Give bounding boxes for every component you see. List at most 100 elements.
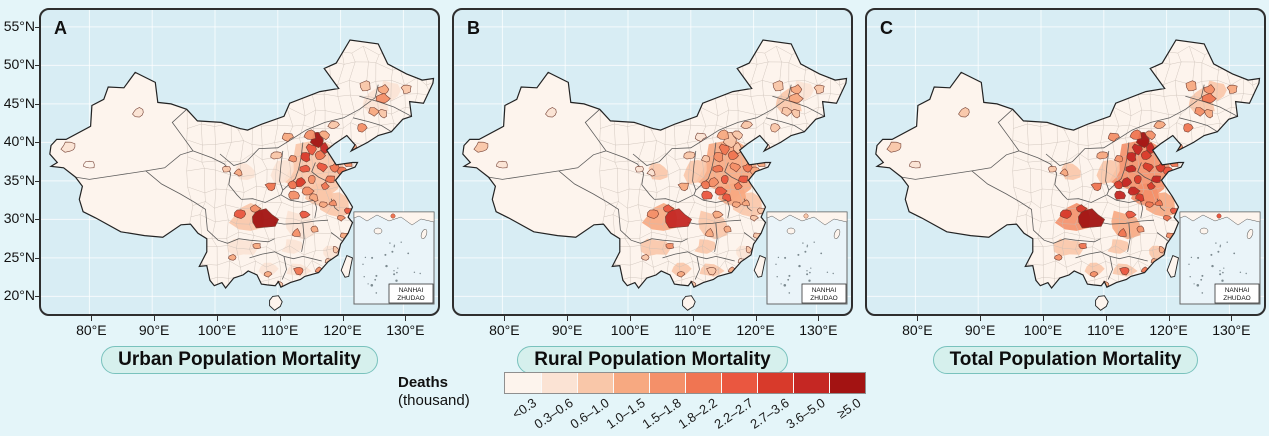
legend-title: Deaths (thousand) bbox=[398, 372, 494, 410]
x-tick bbox=[342, 316, 344, 321]
x-axis-label: 130°E bbox=[1212, 322, 1251, 338]
map-panel-urban: NANHAI ZHUDAO A bbox=[39, 8, 440, 316]
x-tick bbox=[405, 316, 407, 321]
x-axis-label: 90°E bbox=[964, 322, 996, 338]
x-axis-label: 110°E bbox=[674, 322, 712, 338]
x-tick bbox=[755, 316, 757, 321]
x-axis-labels-urban: 80°E 90°E 100°E 110°E 120°E 130°E bbox=[41, 316, 438, 342]
legend-swatch-bar bbox=[504, 372, 866, 394]
x-tick bbox=[980, 316, 982, 321]
x-tick bbox=[1042, 316, 1044, 321]
panel-title-rural: Rural Population Mortality bbox=[517, 346, 788, 374]
y-tick bbox=[35, 257, 40, 259]
legend-swatch bbox=[613, 373, 649, 393]
x-tick bbox=[567, 316, 569, 321]
x-tick bbox=[818, 316, 820, 321]
x-axis-label: 120°E bbox=[736, 322, 775, 338]
panel-title-urban: Urban Population Mortality bbox=[101, 346, 378, 374]
x-axis-label: 100°E bbox=[197, 322, 237, 338]
y-tick bbox=[35, 142, 40, 144]
x-axis-label: 90°E bbox=[138, 322, 170, 338]
x-axis-label: 120°E bbox=[323, 322, 362, 338]
x-axis-label: 110°E bbox=[261, 322, 299, 338]
x-axis-label: 90°E bbox=[551, 322, 583, 338]
legend-class-label: 2.7–3.6 bbox=[747, 395, 792, 432]
y-axis-label: 40°N bbox=[3, 133, 35, 150]
svg-text:NANHAI: NANHAI bbox=[1225, 287, 1250, 294]
legend-swatch bbox=[685, 373, 721, 393]
x-tick bbox=[216, 316, 218, 321]
legend-class-label: 0.6–1.0 bbox=[567, 395, 612, 432]
legend-swatch bbox=[649, 373, 685, 393]
legend-swatch bbox=[829, 373, 865, 393]
y-axis-label: 45°N bbox=[3, 94, 35, 111]
legend-swatch bbox=[505, 373, 541, 393]
y-axis-label: 20°N bbox=[3, 287, 35, 304]
x-tick bbox=[917, 316, 919, 321]
panel-letter-b: B bbox=[467, 18, 480, 38]
svg-text:ZHUDAO: ZHUDAO bbox=[397, 295, 424, 302]
legend-class-label: 3.6–5.0 bbox=[783, 395, 828, 432]
x-tick bbox=[692, 316, 694, 321]
x-axis-label: 120°E bbox=[1149, 322, 1188, 338]
y-axis-label: 55°N bbox=[3, 17, 35, 34]
x-axis-labels-total: 80°E 90°E 100°E 110°E 120°E 130°E bbox=[867, 316, 1264, 342]
legend-swatch bbox=[577, 373, 613, 393]
y-axis-label: 30°N bbox=[3, 210, 35, 227]
panel-group-total: NANHAI ZHUDAO C 80°E 90°E 100°E 110°E 120°E 13… bbox=[865, 8, 1266, 375]
y-tick bbox=[35, 180, 40, 182]
svg-text:ZHUDAO: ZHUDAO bbox=[810, 295, 837, 302]
y-axis-labels: 55°N 50°N 45°N 40°N 35°N 30°N 25°N 20°N bbox=[3, 8, 40, 316]
x-tick bbox=[629, 316, 631, 321]
y-tick bbox=[35, 296, 40, 298]
y-tick bbox=[35, 65, 40, 67]
panel-letter-a: A bbox=[54, 18, 67, 38]
legend-class-label: 1.8–2.2 bbox=[675, 395, 720, 432]
panel-letter-c: C bbox=[880, 18, 893, 38]
x-axis-label: 100°E bbox=[610, 322, 650, 338]
svg-text:ZHUDAO: ZHUDAO bbox=[1223, 295, 1250, 302]
legend-class-label: 2.2–2.7 bbox=[711, 395, 756, 432]
legend-title-line2: (thousand) bbox=[398, 392, 470, 409]
y-tick bbox=[35, 26, 40, 28]
x-axis-label: 80°E bbox=[489, 322, 520, 338]
legend-class-label: ≥5.0 bbox=[834, 395, 864, 422]
x-axis-label: 80°E bbox=[902, 322, 933, 338]
x-axis-label: 100°E bbox=[1023, 322, 1063, 338]
svg-text:NANHAI: NANHAI bbox=[399, 287, 424, 294]
y-axis-label: 35°N bbox=[3, 171, 35, 188]
panel-group-rural: NANHAI ZHUDAO B 80°E 90°E 100°E 110°E 120°E 13… bbox=[452, 8, 853, 375]
panel-title-total: Total Population Mortality bbox=[932, 346, 1199, 374]
x-tick bbox=[1105, 316, 1107, 321]
x-axis-label: 130°E bbox=[386, 322, 425, 338]
map-panel-rural: NANHAI ZHUDAO B bbox=[452, 8, 853, 316]
color-legend: Deaths (thousand) <0.3 0.3–0.6 0.6–1.0 1.0–… bbox=[398, 372, 870, 434]
x-axis-label: 80°E bbox=[76, 322, 107, 338]
y-axis-label: 25°N bbox=[3, 248, 35, 265]
x-tick bbox=[1168, 316, 1170, 321]
legend-class-label: 1.5–1.8 bbox=[639, 395, 684, 432]
x-tick bbox=[1231, 316, 1233, 321]
y-tick bbox=[35, 219, 40, 221]
legend-class-label: 1.0–1.5 bbox=[603, 395, 648, 432]
maps-row: 55°N 50°N 45°N 40°N 35°N 30°N 25°N 20°N NANHAI Z… bbox=[3, 0, 1266, 375]
legend-swatch bbox=[793, 373, 829, 393]
x-tick bbox=[91, 316, 93, 321]
legend-swatch bbox=[541, 373, 577, 393]
map-panel-total: NANHAI ZHUDAO C bbox=[865, 8, 1266, 316]
legend-bar: <0.3 0.3–0.6 0.6–1.0 1.0–1.5 1.5–1.8 1.8–2.2 2… bbox=[504, 372, 870, 434]
x-axis-label: 130°E bbox=[799, 322, 838, 338]
y-tick bbox=[35, 103, 40, 105]
legend-swatch bbox=[721, 373, 757, 393]
legend-swatch bbox=[757, 373, 793, 393]
y-axis-label: 50°N bbox=[3, 56, 35, 73]
x-tick bbox=[154, 316, 156, 321]
svg-text:NANHAI: NANHAI bbox=[812, 287, 837, 294]
